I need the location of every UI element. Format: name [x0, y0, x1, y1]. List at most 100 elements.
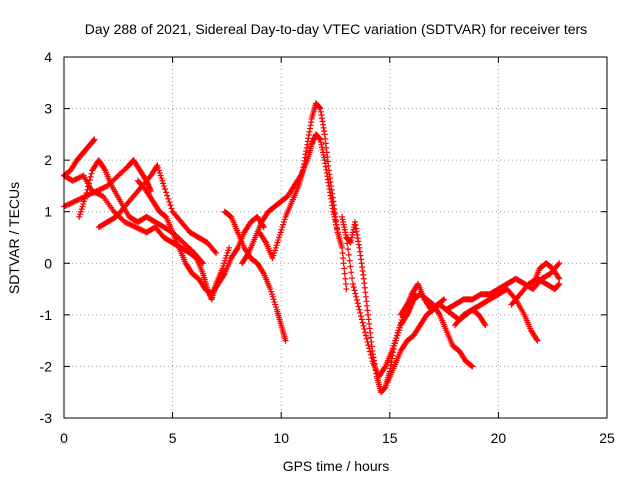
- data-point: [94, 187, 101, 194]
- data-point: [344, 246, 351, 253]
- data-points: [61, 100, 563, 396]
- data-point: [74, 197, 81, 204]
- data-point: [83, 190, 90, 197]
- data-point: [362, 332, 369, 339]
- data-point: [347, 263, 354, 270]
- data-point: [435, 310, 442, 317]
- data-point: [555, 274, 562, 281]
- y-tick-label: -3: [40, 410, 53, 426]
- data-point: [166, 199, 173, 206]
- data-point: [341, 270, 348, 277]
- data-point: [339, 249, 346, 256]
- plot-frame: [63, 56, 608, 419]
- data-point: [87, 173, 94, 180]
- data-point: [91, 136, 98, 143]
- data-point: [63, 202, 70, 209]
- data-point: [71, 177, 78, 184]
- data-point: [165, 195, 172, 202]
- data-point: [468, 362, 475, 369]
- data-point: [73, 175, 80, 182]
- data-point: [211, 248, 218, 255]
- data-point: [363, 335, 370, 342]
- data-point: [482, 322, 489, 329]
- data-point: [366, 348, 373, 355]
- data-point: [361, 326, 368, 333]
- y-tick-label: 1: [44, 204, 52, 220]
- data-point: [72, 176, 79, 183]
- x-tick-label: 20: [491, 430, 507, 446]
- data-point: [362, 329, 369, 336]
- data-point: [339, 244, 346, 251]
- data-point: [350, 284, 357, 291]
- data-point: [481, 320, 488, 327]
- data-point: [556, 260, 563, 267]
- data-point: [73, 197, 80, 204]
- data-point: [556, 275, 563, 282]
- data-point: [200, 260, 207, 267]
- data-point: [77, 173, 84, 180]
- data-point: [124, 220, 131, 227]
- data-point: [348, 269, 355, 276]
- x-tick-label: 25: [599, 430, 615, 446]
- data-point: [139, 227, 146, 234]
- data-point: [556, 280, 563, 287]
- data-point: [78, 195, 85, 202]
- data-point: [82, 193, 89, 200]
- data-point: [99, 185, 106, 192]
- data-point: [346, 257, 353, 264]
- data-point: [62, 202, 69, 209]
- data-point: [356, 306, 363, 313]
- data-point: [123, 219, 130, 226]
- data-point: [342, 275, 349, 282]
- data-point: [136, 226, 143, 233]
- data-point: [366, 345, 373, 352]
- data-point: [226, 244, 233, 251]
- data-point: [76, 174, 83, 181]
- data-point: [368, 355, 375, 362]
- data-point: [354, 300, 361, 307]
- data-point: [71, 198, 78, 205]
- data-point: [128, 222, 135, 229]
- data-point: [349, 275, 356, 282]
- data-point: [85, 183, 92, 190]
- data-point: [358, 316, 365, 323]
- data-point: [381, 364, 388, 371]
- data-point: [167, 202, 174, 209]
- data-point: [93, 188, 100, 195]
- data-point: [164, 192, 171, 199]
- y-tick-label: 0: [44, 255, 52, 271]
- data-point: [260, 269, 267, 276]
- x-tick-label: 0: [60, 430, 68, 446]
- data-point: [469, 363, 476, 370]
- data-point: [161, 186, 168, 193]
- data-point: [92, 188, 99, 195]
- data-point: [534, 337, 541, 344]
- y-axis-label: SDTVAR / TECUs: [6, 182, 22, 294]
- y-tick-label: -1: [40, 307, 53, 323]
- data-point: [353, 297, 360, 304]
- data-point: [220, 271, 227, 278]
- y-tick-label: 2: [44, 152, 52, 168]
- data-point: [340, 260, 347, 267]
- data-point: [358, 313, 365, 320]
- data-point: [65, 201, 72, 208]
- data-point: [355, 303, 362, 310]
- data-point: [260, 224, 267, 231]
- data-point: [342, 280, 349, 287]
- data-point: [343, 234, 350, 241]
- data-point: [353, 293, 360, 300]
- data-point: [132, 224, 139, 231]
- data-point: [101, 166, 108, 173]
- data-point: [85, 180, 92, 187]
- data-point: [233, 246, 240, 253]
- data-point: [357, 309, 364, 316]
- data-point: [365, 342, 372, 349]
- data-point: [75, 175, 82, 182]
- y-tick-label: 3: [44, 101, 52, 117]
- axis-ticks: 0 5 10 15 20 25 -3 -2 -1 0 1 2 3 4: [40, 49, 615, 446]
- data-point: [341, 265, 348, 272]
- data-point: [364, 338, 371, 345]
- x-axis-label: GPS time / hours: [283, 458, 390, 474]
- data-point: [533, 336, 540, 343]
- data-point: [138, 226, 145, 233]
